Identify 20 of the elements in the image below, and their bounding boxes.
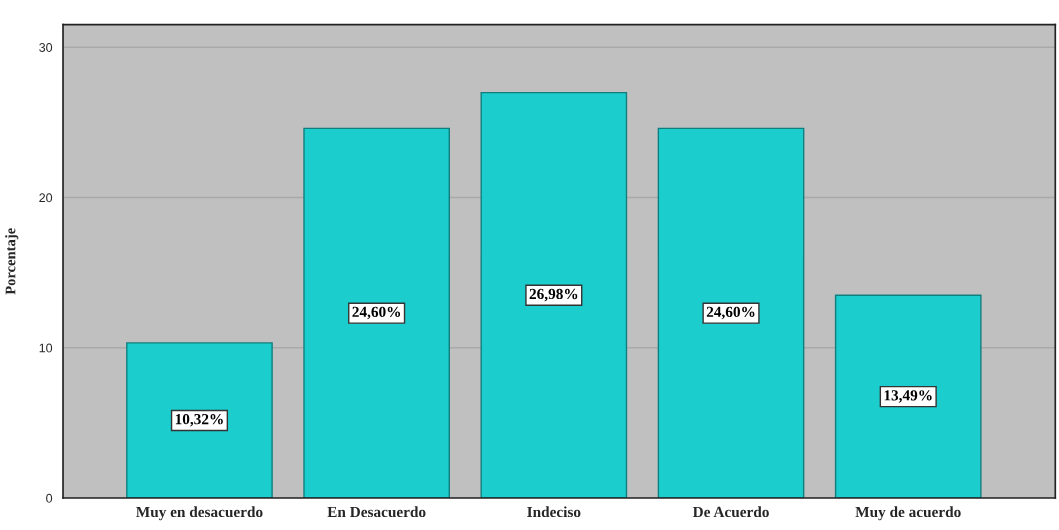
y-axis-title: Porcentaje bbox=[5, 228, 19, 295]
y-tick-label: 20 bbox=[39, 193, 53, 203]
bar bbox=[126, 342, 273, 498]
bar bbox=[834, 294, 982, 498]
data-label: 10,32% bbox=[175, 413, 223, 427]
x-tick-label: Indeciso bbox=[527, 506, 581, 518]
data-label: 26,98% bbox=[529, 288, 578, 302]
y-tick-label: 0 bbox=[46, 493, 53, 503]
data-label: 13,49% bbox=[884, 390, 932, 403]
y-tick-label: 10 bbox=[39, 343, 53, 353]
x-tick-label: Muy de acuerdo bbox=[855, 506, 961, 521]
bar bbox=[303, 127, 450, 498]
x-tick-label: En Desacuerdo bbox=[327, 506, 426, 518]
x-tick-label: Muy en desacuerdo bbox=[136, 506, 263, 521]
y-tick-label: 30 bbox=[39, 43, 53, 52]
data-label: 24,60% bbox=[352, 306, 401, 320]
bar bbox=[657, 127, 805, 498]
bar bbox=[480, 91, 628, 498]
x-tick-label: De Acuerdo bbox=[692, 506, 769, 518]
data-label: 24,60% bbox=[706, 306, 755, 320]
